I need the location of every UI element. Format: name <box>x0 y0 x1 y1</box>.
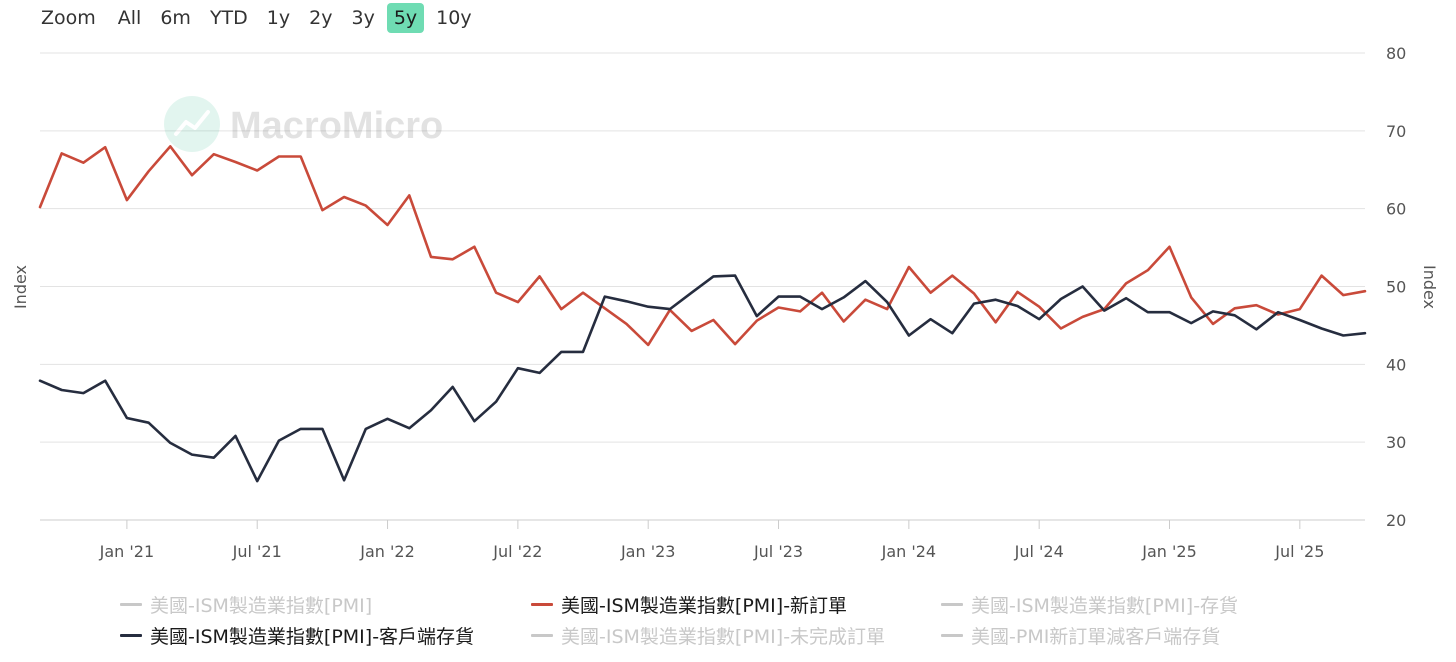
x-tick-label: Jul '21 <box>232 542 282 561</box>
zoom-3y-button[interactable]: 3y <box>351 7 375 29</box>
zoom-label: Zoom <box>41 7 96 29</box>
legend-item[interactable]: 美國-ISM製造業指數[PMI]-客戶端存貨 <box>120 622 474 649</box>
legend-label: 美國-ISM製造業指數[PMI]-未完成訂單 <box>561 626 886 648</box>
legend-swatch <box>531 603 553 606</box>
x-tick-label: Jan '22 <box>359 542 415 561</box>
legend-label: 美國-PMI新訂單減客戶端存貨 <box>971 626 1221 648</box>
y-axis-left-label: Index <box>11 265 30 309</box>
y-tick-label: 50 <box>1386 278 1406 297</box>
x-tick-label: Jan '25 <box>1141 542 1197 561</box>
x-tick-label: Jul '24 <box>1014 542 1064 561</box>
x-tick-label: Jul '23 <box>753 542 803 561</box>
y-axis-right-label: Index <box>1420 265 1439 309</box>
y-tick-label: 30 <box>1386 433 1406 452</box>
trend-chart-icon <box>164 96 220 152</box>
legend-item[interactable]: 美國-ISM製造業指數[PMI]-存貨 <box>941 591 1238 618</box>
zoom-5y-button[interactable]: 5y <box>386 3 425 33</box>
legend-swatch <box>120 603 142 606</box>
legend-item[interactable]: 美國-ISM製造業指數[PMI] <box>120 591 372 618</box>
legend-item[interactable]: 美國-PMI新訂單減客戶端存貨 <box>941 622 1220 649</box>
legend-label: 美國-ISM製造業指數[PMI]-新訂單 <box>561 595 848 617</box>
axes: 20 30 40 50 60 70 80 Jan '21 Jul '21 Jan '22 Jul '… <box>40 44 1406 561</box>
x-tick-label: Jul '25 <box>1274 542 1324 561</box>
legend-swatch <box>941 634 963 637</box>
x-tick-label: Jul '22 <box>492 542 542 561</box>
legend-swatch <box>120 634 142 637</box>
legend-swatch <box>531 634 553 637</box>
watermark: MacroMicro <box>164 96 443 152</box>
legend: 美國-ISM製造業指數[PMI] 美國-ISM製造業指數[PMI]-新訂單 美國-I… <box>0 588 1456 662</box>
x-tick-label: Jan '24 <box>881 542 937 561</box>
y-tick-label: 70 <box>1386 122 1406 141</box>
x-tick-label: Jan '23 <box>620 542 676 561</box>
zoom-10y-button[interactable]: 10y <box>436 7 472 29</box>
zoom-6m-button[interactable]: 6m <box>160 7 191 29</box>
zoom-all-button[interactable]: All <box>117 7 142 29</box>
watermark-text: MacroMicro <box>230 105 443 147</box>
y-tick-label: 20 <box>1386 511 1406 530</box>
y-tick-label: 60 <box>1386 200 1406 219</box>
y-tick-label: 40 <box>1386 355 1406 374</box>
series-line-0[interactable] <box>38 145 1367 347</box>
y-tick-label: 80 <box>1386 44 1406 63</box>
zoom-ytd-button[interactable]: YTD <box>209 7 248 29</box>
line-chart: MacroMicro 20 30 40 50 60 70 80 Jan '21 Jul '21 J… <box>11 44 1439 561</box>
legend-item[interactable]: 美國-ISM製造業指數[PMI]-未完成訂單 <box>531 622 885 649</box>
zoom-bar: Zoom All 6m YTD 1y 2y 3y 5y 10y <box>38 2 484 34</box>
legend-item[interactable]: 美國-ISM製造業指數[PMI]-新訂單 <box>531 591 847 618</box>
zoom-2y-button[interactable]: 2y <box>309 7 333 29</box>
legend-label: 美國-ISM製造業指數[PMI]-客戶端存貨 <box>150 626 475 648</box>
legend-swatch <box>941 603 963 606</box>
trend-line-icon <box>174 110 210 136</box>
legend-label: 美國-ISM製造業指數[PMI]-存貨 <box>971 595 1239 617</box>
series-line-1[interactable] <box>38 274 1367 483</box>
legend-label: 美國-ISM製造業指數[PMI] <box>150 595 373 617</box>
zoom-1y-button[interactable]: 1y <box>266 7 291 29</box>
x-tick-label: Jan '21 <box>99 542 155 561</box>
series <box>38 145 1367 483</box>
